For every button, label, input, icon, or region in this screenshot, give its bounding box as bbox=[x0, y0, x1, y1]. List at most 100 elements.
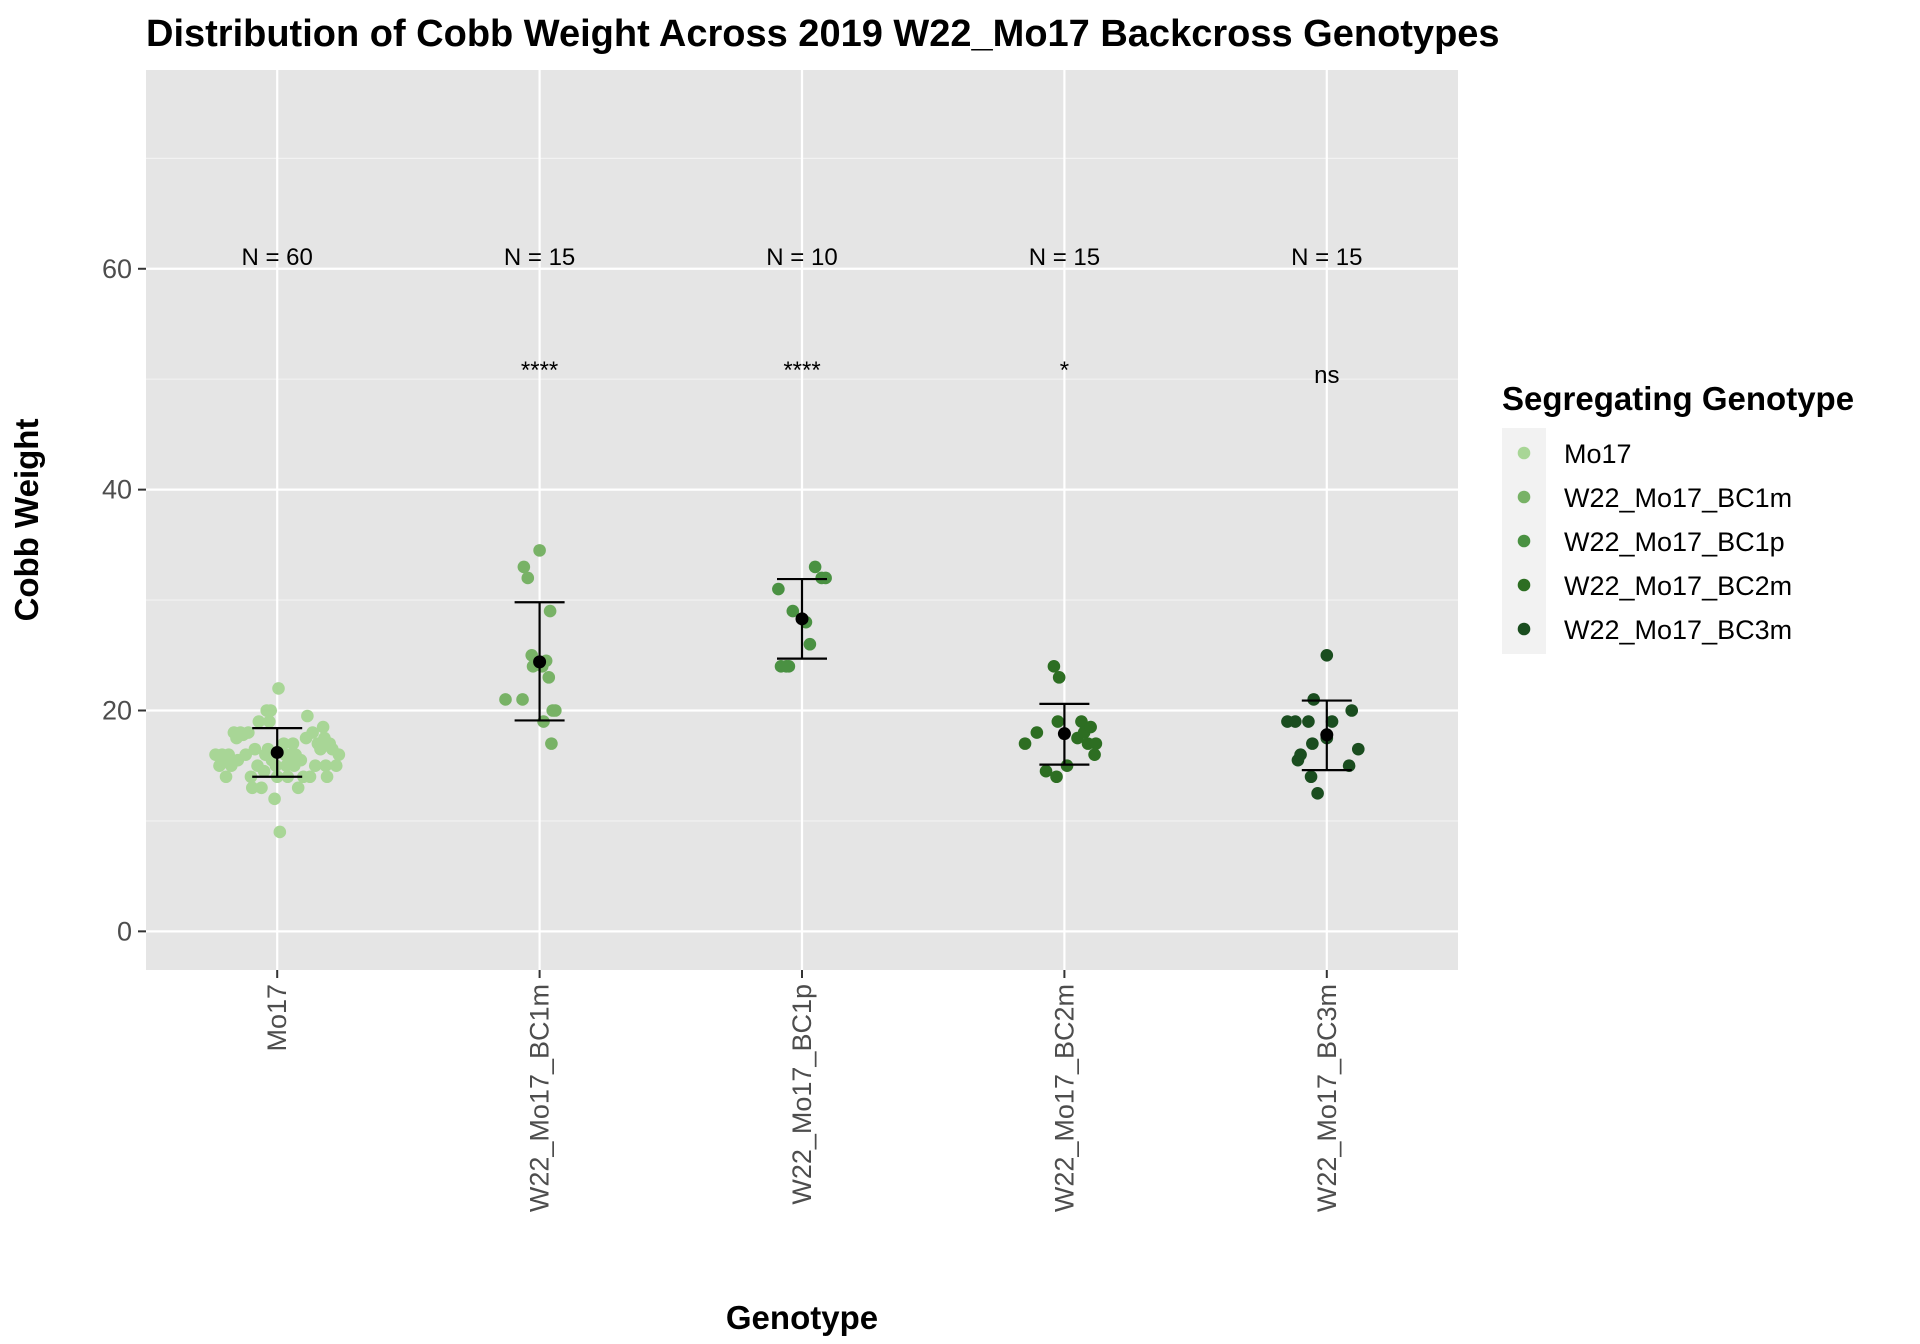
legend-key bbox=[1517, 578, 1531, 592]
y-tick-label: 0 bbox=[117, 916, 132, 946]
data-point bbox=[308, 759, 322, 773]
legend: Segregating Genotype Mo17 W22_Mo17_BC1m W2… bbox=[1502, 380, 1854, 654]
data-point bbox=[1351, 742, 1365, 756]
data-point bbox=[1342, 759, 1356, 773]
data-point bbox=[1030, 726, 1044, 739]
legend-label: Mo17 bbox=[1564, 439, 1632, 469]
data-point bbox=[1052, 671, 1066, 684]
data-point bbox=[542, 671, 556, 684]
data-point bbox=[1325, 715, 1339, 728]
data-point bbox=[329, 759, 343, 773]
legend-key bbox=[1517, 446, 1531, 460]
data-point bbox=[239, 748, 253, 761]
x-tick-label: W22_Mo17_BC3m bbox=[1312, 984, 1342, 1212]
data-point bbox=[319, 759, 333, 773]
data-point bbox=[543, 604, 557, 618]
data-point bbox=[314, 742, 327, 756]
data-point bbox=[1289, 715, 1302, 728]
data-point bbox=[803, 637, 817, 651]
data-point bbox=[306, 726, 319, 739]
data-point bbox=[782, 660, 796, 673]
data-point bbox=[244, 770, 258, 784]
significance-label: * bbox=[1060, 357, 1069, 384]
data-points bbox=[209, 544, 1365, 839]
data-point bbox=[269, 759, 283, 773]
data-point bbox=[1018, 737, 1032, 750]
data-point bbox=[517, 560, 531, 574]
data-point bbox=[272, 682, 285, 695]
x-tick-label: W22_Mo17_BC1p bbox=[787, 984, 817, 1205]
data-point bbox=[273, 825, 287, 839]
data-point bbox=[332, 748, 346, 761]
data-point bbox=[1294, 748, 1307, 761]
significance-label: **** bbox=[783, 357, 820, 384]
legend-label: W22_Mo17_BC2m bbox=[1564, 571, 1792, 601]
y-tick-label: 60 bbox=[102, 254, 132, 284]
data-point bbox=[1307, 693, 1320, 706]
data-point bbox=[1060, 759, 1074, 773]
mean-point bbox=[1057, 727, 1071, 741]
legend-label: W22_Mo17_BC3m bbox=[1564, 615, 1792, 645]
data-point bbox=[291, 781, 305, 795]
y-tick-label: 40 bbox=[102, 475, 132, 505]
data-point bbox=[1320, 648, 1334, 662]
data-point bbox=[786, 604, 800, 618]
data-point bbox=[1039, 764, 1053, 778]
data-point bbox=[516, 693, 529, 706]
data-point bbox=[1306, 737, 1319, 750]
data-point bbox=[222, 748, 235, 761]
summary-stats bbox=[252, 577, 1352, 778]
y-tick-label: 20 bbox=[102, 695, 132, 725]
grid-major bbox=[146, 70, 1458, 970]
data-point bbox=[1089, 737, 1103, 750]
legend-key bbox=[1517, 622, 1531, 636]
data-point bbox=[808, 560, 822, 574]
mean-point bbox=[270, 745, 284, 759]
n-label: N = 60 bbox=[242, 244, 313, 271]
data-point bbox=[268, 792, 281, 806]
data-point bbox=[245, 781, 259, 795]
data-point bbox=[301, 709, 314, 723]
data-point bbox=[248, 742, 262, 756]
n-label: N = 15 bbox=[504, 244, 575, 271]
x-axis-title: Genotype bbox=[726, 1299, 878, 1336]
data-point bbox=[521, 571, 535, 585]
data-point bbox=[320, 770, 334, 784]
mean-point bbox=[1320, 728, 1334, 742]
data-point bbox=[242, 726, 255, 739]
data-point bbox=[286, 737, 300, 750]
legend-label: W22_Mo17_BC1p bbox=[1564, 527, 1785, 557]
data-point bbox=[294, 753, 308, 767]
data-point bbox=[277, 737, 291, 750]
data-point bbox=[1051, 715, 1065, 728]
chart-title: Distribution of Cobb Weight Across 2019 … bbox=[146, 13, 1500, 55]
data-point bbox=[819, 571, 832, 585]
mean-point bbox=[795, 612, 809, 626]
data-point bbox=[1345, 704, 1359, 717]
data-point bbox=[219, 770, 233, 784]
data-point bbox=[316, 720, 330, 734]
data-point bbox=[533, 544, 546, 557]
x-tick-label: Mo17 bbox=[262, 984, 292, 1052]
data-point bbox=[303, 770, 317, 784]
legend-title: Segregating Genotype bbox=[1502, 380, 1854, 417]
legend-label: W22_Mo17_BC1m bbox=[1564, 483, 1792, 513]
x-tick-label: W22_Mo17_BC1m bbox=[525, 984, 555, 1212]
data-point bbox=[257, 764, 271, 778]
data-point bbox=[1302, 715, 1315, 728]
x-tick-label: W22_Mo17_BC2m bbox=[1049, 984, 1079, 1212]
data-point bbox=[1304, 770, 1318, 784]
n-label: N = 15 bbox=[1291, 244, 1362, 271]
data-point bbox=[1088, 748, 1101, 761]
data-point bbox=[255, 781, 268, 795]
legend-key bbox=[1517, 534, 1531, 548]
data-point bbox=[1311, 787, 1324, 800]
n-label: N = 10 bbox=[766, 244, 837, 271]
data-point bbox=[263, 715, 276, 728]
data-point bbox=[252, 715, 266, 728]
data-point bbox=[549, 704, 562, 717]
y-axis: 0 20 40 60 bbox=[102, 254, 146, 946]
data-point bbox=[772, 582, 785, 596]
n-label: N = 15 bbox=[1029, 244, 1100, 271]
